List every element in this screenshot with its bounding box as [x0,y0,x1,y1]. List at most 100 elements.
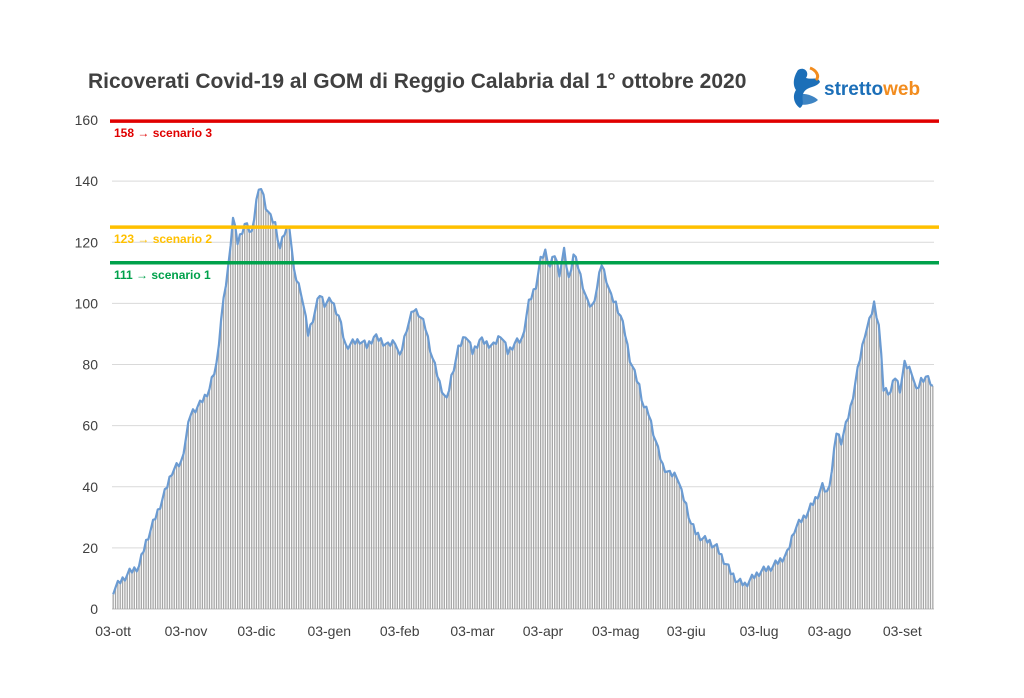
x-tick-label: 03-nov [165,623,208,639]
bar [687,517,690,609]
bar [690,523,692,609]
bar [617,313,619,609]
bar [424,329,427,609]
bar [316,298,319,609]
bar [746,586,748,609]
bar [549,266,551,609]
bar [589,306,591,609]
bar [871,314,873,609]
bar [873,301,875,609]
bar [471,354,474,609]
bar [582,288,584,609]
bar [697,532,699,609]
bar [182,453,185,609]
bar [485,341,488,609]
bar [857,366,859,609]
bar [918,387,920,609]
bar [734,582,737,609]
bar [269,214,272,609]
x-tick-label: 03-apr [523,623,564,639]
bar [314,310,316,609]
bar [293,269,295,609]
bar [232,217,234,610]
bar [718,553,720,609]
bar [922,381,925,609]
bar [810,503,812,609]
bar [737,581,739,609]
y-tick-label: 140 [75,173,99,189]
bar [504,342,507,609]
x-tick-label: 03-set [883,623,922,639]
bar [866,327,868,609]
bar [382,345,384,609]
bar [683,500,685,609]
bar [638,384,640,609]
bar [323,307,326,609]
bar [596,288,598,609]
bar [401,350,403,609]
bar [925,376,927,609]
bar [429,351,431,609]
bar [220,318,222,609]
bar [488,347,490,609]
bar [795,526,798,609]
bar [229,245,232,610]
bar [706,542,709,609]
bar [319,296,321,609]
reference-line-label: 123 → scenario 2 [114,232,212,246]
bar [704,536,706,609]
bar [901,376,903,609]
bar [157,509,159,609]
bar [826,491,828,609]
bar [260,189,262,610]
bar [727,564,730,609]
bar [577,268,579,609]
bar [610,293,612,609]
bar [575,256,577,609]
bar [730,574,732,609]
bar [199,400,201,609]
bar [563,247,565,609]
bar [455,358,457,609]
bar [772,566,774,609]
bar [619,315,622,609]
bar [114,587,117,609]
bar [164,489,166,609]
bar [333,303,335,609]
bar [558,276,561,609]
bar [713,545,716,609]
bar [725,564,727,609]
bar [601,265,603,609]
bar [657,446,659,609]
bar [521,338,523,609]
bar [218,345,220,609]
bar [265,209,267,609]
bar [340,322,342,609]
bar [514,343,516,609]
bar [427,336,429,609]
bar [476,347,478,609]
bar [896,381,899,609]
bar [716,544,718,609]
reference-lines: 158 → scenario 3 123 → scenario 2 111 → sc… [110,119,939,282]
bar [603,269,605,609]
bar [434,362,436,609]
bar [239,234,241,609]
bar [370,343,373,609]
y-tick-label: 20 [82,540,98,556]
bar [880,353,882,609]
bar [556,261,558,609]
bar [215,362,218,609]
bar [509,347,511,609]
bar [356,339,359,609]
bar [666,471,669,609]
bar [478,340,481,609]
bar [460,345,462,609]
bar [812,504,814,609]
bar [133,567,135,609]
bar [298,283,300,609]
y-tick-label: 80 [82,357,98,373]
bar [441,392,443,609]
bar [377,340,380,609]
bar [464,337,467,609]
